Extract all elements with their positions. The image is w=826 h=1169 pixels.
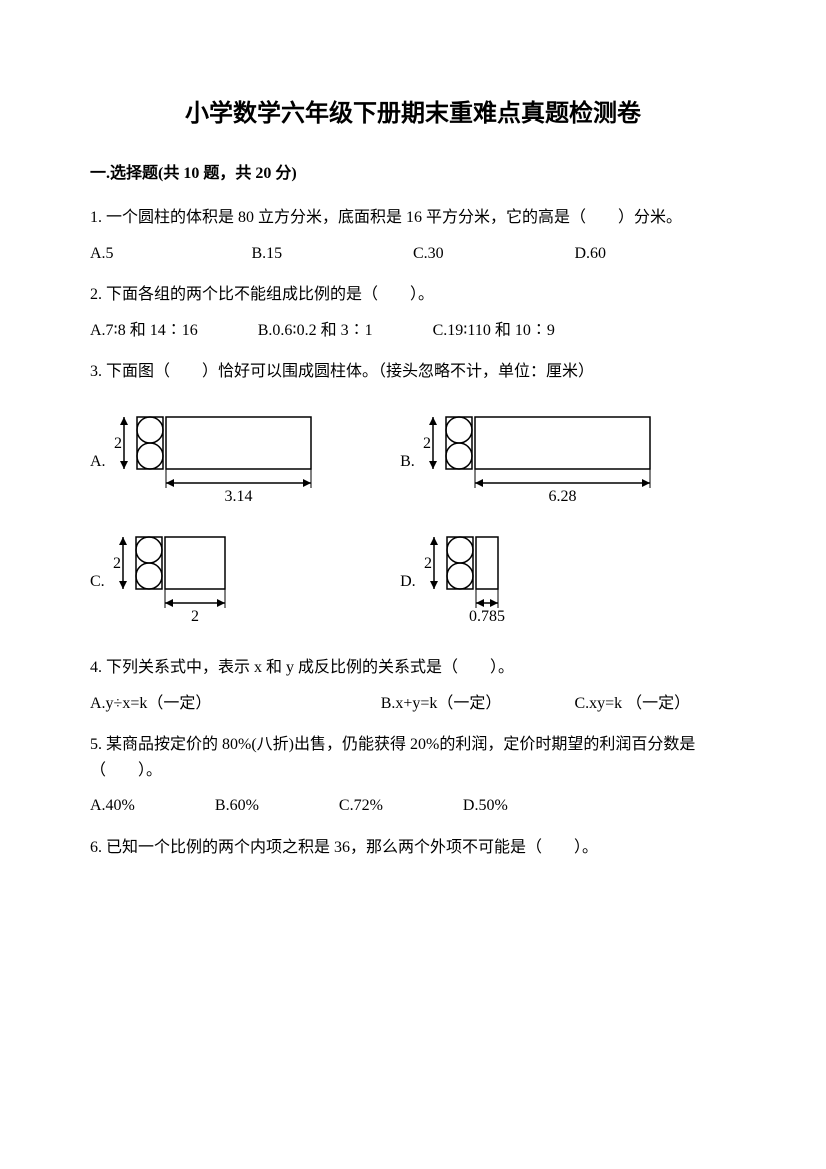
q4-opt-a: A.y÷x=k（一定） — [90, 691, 381, 717]
q5-options: A.40% B.60% C.72% D.50% — [90, 793, 736, 819]
question-5: 5. 某商品按定价的 80%(八折)出售，仍能获得 20%的利润，定价时期望的利… — [90, 732, 736, 819]
svg-text:2: 2 — [424, 555, 432, 572]
question-6: 6. 已知一个比例的两个内项之积是 36，那么两个外项不可能是（ ）。 — [90, 835, 736, 861]
q5-opt-b: B.60% — [215, 793, 259, 819]
q3-diagram-a: A. 23.14 — [90, 415, 400, 505]
svg-text:2: 2 — [113, 555, 121, 572]
q5-opt-d: D.50% — [463, 793, 508, 819]
q3-row-1: A. 23.14 B. 26.28 — [90, 415, 736, 505]
section-header: 一.选择题(共 10 题，共 20 分) — [90, 161, 736, 187]
cylinder-net-icon-d: 2 0.785 — [424, 535, 534, 625]
q2-opt-b: B.0.6∶0.2 和 3∶1 — [258, 318, 373, 344]
q1-opt-b: B.15 — [252, 241, 414, 267]
svg-text:2: 2 — [191, 608, 199, 625]
q2-opt-a: A.7∶8 和 14∶16 — [90, 318, 198, 344]
question-1: 1. 一个圆柱的体积是 80 立方分米，底面积是 16 平方分米，它的高是（ ）… — [90, 205, 736, 266]
q3-row-2: C. 22 D. 20.785 — [90, 535, 736, 625]
svg-text:3.14: 3.14 — [224, 488, 252, 505]
q3-diagram-d: D. 2 0.785 — [400, 535, 736, 625]
q1-text: 1. 一个圆柱的体积是 80 立方分米，底面积是 16 平方分米，它的高是（ ）… — [90, 205, 736, 231]
q5-text: 5. 某商品按定价的 80%(八折)出售，仍能获得 20%的利润，定价时期望的利… — [90, 732, 736, 783]
q3-diagram-b: B. 26.28 — [400, 415, 736, 505]
q3-label-d: D. — [400, 569, 416, 595]
question-3: 3. 下面图（ ）恰好可以围成圆柱体。（接头忽略不计，单位：厘米） A. 23.… — [90, 359, 736, 625]
q2-text: 2. 下面各组的两个比不能组成比例的是（ ）。 — [90, 282, 736, 308]
svg-text:2: 2 — [423, 435, 431, 452]
q5-opt-a: A.40% — [90, 793, 135, 819]
q4-text: 4. 下列关系式中，表示 x 和 y 成反比例的关系式是（ ）。 — [90, 655, 736, 681]
question-2: 2. 下面各组的两个比不能组成比例的是（ ）。 A.7∶8 和 14∶16 B.… — [90, 282, 736, 343]
cylinder-net-icon-a: 23.14 — [114, 415, 314, 505]
svg-text:0.785: 0.785 — [469, 608, 505, 625]
cylinder-net-icon-b: 26.28 — [423, 415, 653, 505]
q4-opt-c: C.xy=k （一定） — [574, 691, 736, 717]
q1-opt-d: D.60 — [575, 241, 737, 267]
cylinder-net-icon-c: 22 — [113, 535, 253, 625]
question-4: 4. 下列关系式中，表示 x 和 y 成反比例的关系式是（ ）。 A.y÷x=k… — [90, 655, 736, 716]
svg-text:6.28: 6.28 — [548, 488, 576, 505]
q1-options: A.5 B.15 C.30 D.60 — [90, 241, 736, 267]
svg-text:2: 2 — [114, 435, 122, 452]
q4-opt-b: B.x+y=k（一定） — [381, 691, 575, 717]
q3-text: 3. 下面图（ ）恰好可以围成圆柱体。（接头忽略不计，单位：厘米） — [90, 359, 736, 385]
q3-label-a: A. — [90, 449, 106, 475]
q4-options: A.y÷x=k（一定） B.x+y=k（一定） C.xy=k （一定） — [90, 691, 736, 717]
q3-label-b: B. — [400, 449, 415, 475]
q1-opt-c: C.30 — [413, 241, 575, 267]
q2-opt-c: C.19∶110 和 10∶9 — [433, 318, 555, 344]
q1-opt-a: A.5 — [90, 241, 252, 267]
q3-diagram-c: C. 22 — [90, 535, 400, 625]
q2-options: A.7∶8 和 14∶16 B.0.6∶0.2 和 3∶1 C.19∶110 和… — [90, 318, 736, 344]
q3-label-c: C. — [90, 569, 105, 595]
page-title: 小学数学六年级下册期末重难点真题检测卷 — [90, 95, 736, 133]
q6-text: 6. 已知一个比例的两个内项之积是 36，那么两个外项不可能是（ ）。 — [90, 835, 736, 861]
q5-opt-c: C.72% — [339, 793, 383, 819]
